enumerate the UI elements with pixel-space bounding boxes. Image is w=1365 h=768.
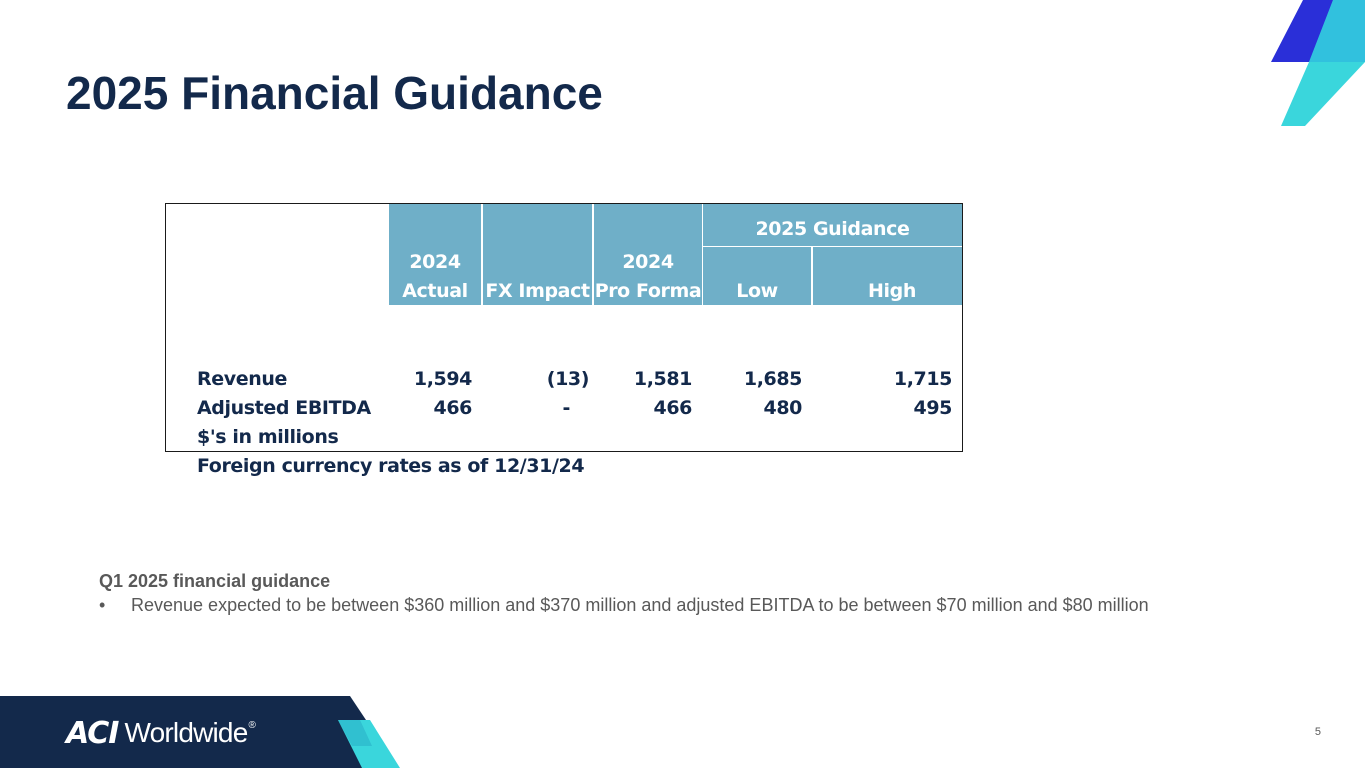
footer-bar: [0, 696, 400, 768]
decorative-stripes-top: [1271, 0, 1365, 126]
col-fx-label: FX Impact: [485, 280, 590, 302]
revenue-proforma: 1,581: [633, 368, 693, 390]
col-actual-label: Actual: [402, 280, 468, 302]
logo-mark: ACI: [66, 715, 119, 751]
registered-mark: ®: [248, 720, 256, 731]
page-number: 5: [1314, 726, 1321, 738]
bullet-point: •: [99, 595, 106, 615]
col-proforma-year: 2024: [622, 251, 674, 273]
revenue-actual: 1,594: [413, 368, 473, 390]
guidance-table: 2025 Guidance 2024 Actual FX Impact 2024…: [165, 203, 963, 452]
ebitda-low: 480: [763, 397, 803, 419]
aci-worldwide-logo: ACI Worldwide ®: [66, 715, 256, 751]
units-note: $'s in millions: [197, 426, 339, 448]
ebitda-fx: -: [562, 397, 571, 419]
revenue-fx: (13): [546, 368, 590, 390]
header-cell-fx: [483, 204, 592, 305]
ebitda-high: 495: [913, 397, 953, 419]
header-cell-actual: [389, 204, 481, 305]
row-label-adjusted-ebitda: Adjusted EBITDA: [197, 397, 371, 419]
header-cell-low: [703, 247, 811, 305]
ebitda-actual: 466: [433, 397, 473, 419]
header-cell-high: [813, 247, 962, 305]
col-high-label: High: [868, 280, 916, 302]
col-low-label: Low: [736, 280, 778, 302]
logo-wordmark: Worldwide: [124, 717, 248, 748]
col-proforma-label: Pro Forma: [594, 280, 702, 302]
slide-title: 2025 Financial Guidance: [66, 67, 603, 119]
q1-guidance-bullet: • Revenue expected to be between $360 mil…: [99, 595, 1149, 616]
col-actual-year: 2024: [409, 251, 461, 273]
revenue-high: 1,715: [893, 368, 953, 390]
group-header-label: 2025 Guidance: [755, 218, 910, 240]
q1-guidance-title: Q1 2025 financial guidance: [99, 571, 331, 591]
header-cell-guidance-group: [703, 204, 962, 246]
header-cell-proforma: [594, 204, 702, 305]
q1-guidance-text: Revenue expected to be between $360 mill…: [131, 595, 1149, 615]
ebitda-proforma: 466: [653, 397, 693, 419]
revenue-low: 1,685: [743, 368, 803, 390]
fx-rates-note: Foreign currency rates as of 12/31/24: [197, 455, 585, 477]
row-label-revenue: Revenue: [197, 368, 287, 390]
